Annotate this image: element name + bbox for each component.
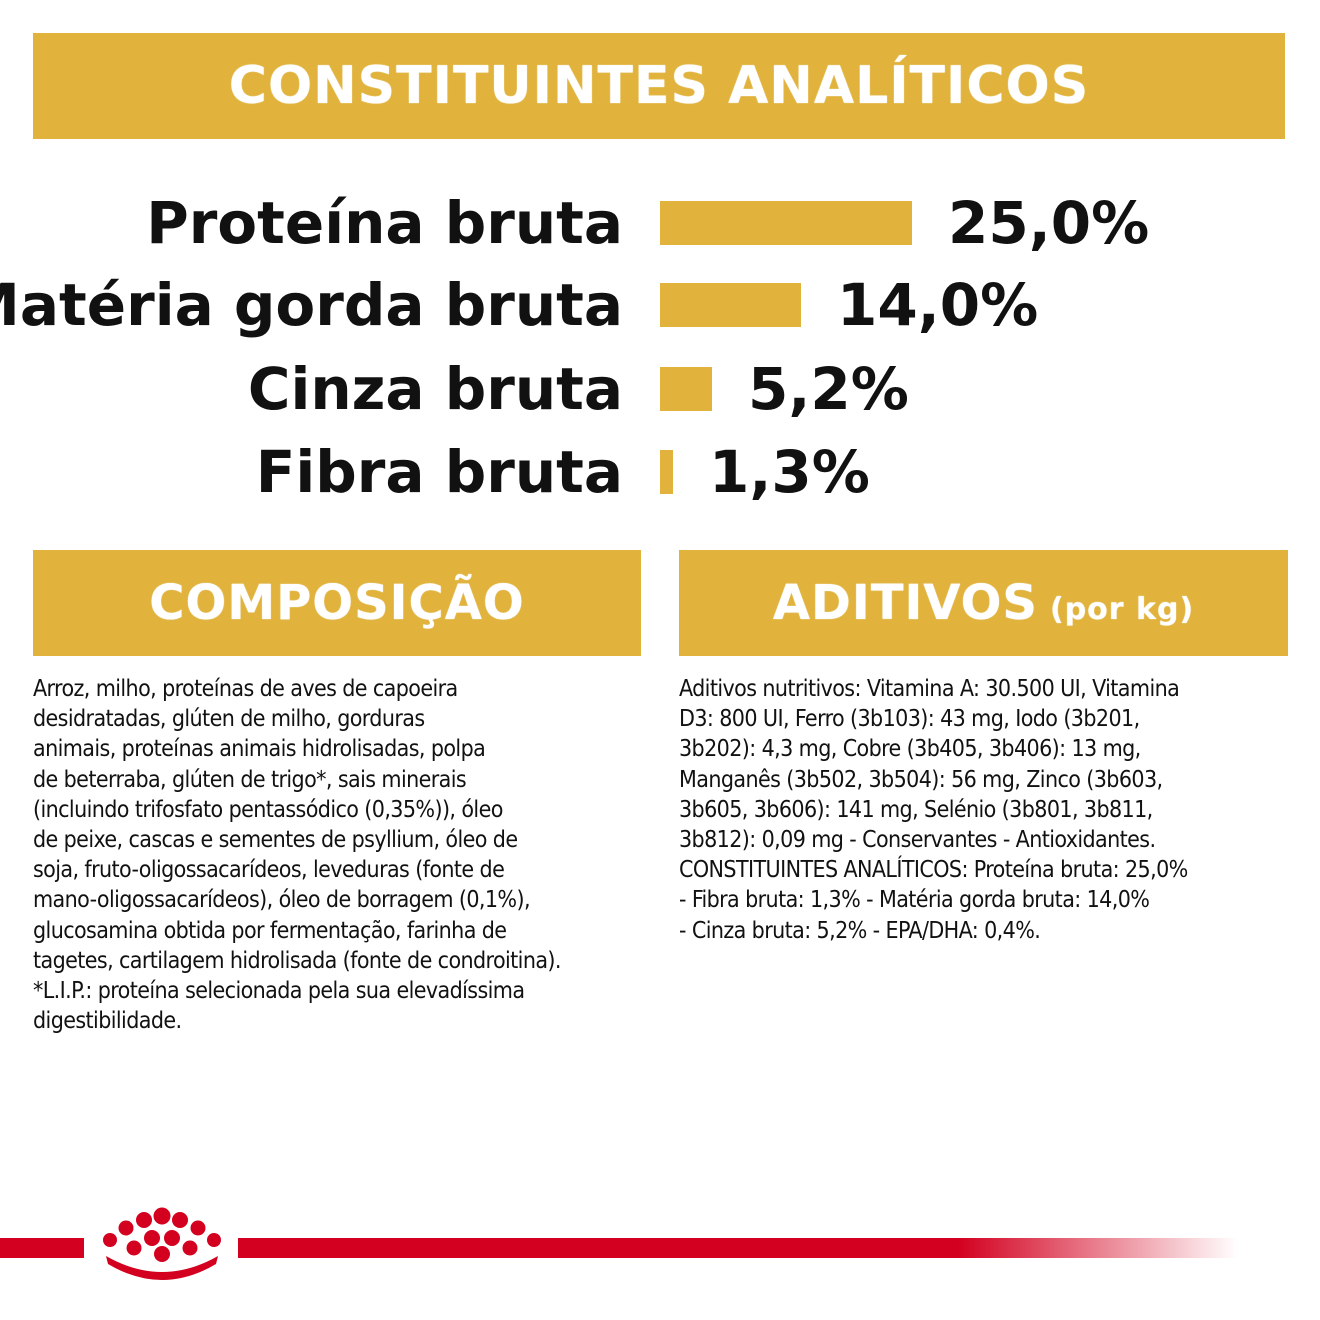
nutrient-value: 25,0% xyxy=(948,189,1150,257)
nutrient-bar xyxy=(660,283,801,327)
additives-title: ADITIVOS xyxy=(772,575,1038,631)
nutrient-row: Proteína bruta 25,0% xyxy=(0,183,1320,263)
nutrient-value: 14,0% xyxy=(837,271,1039,339)
nutrient-label: Matéria gorda bruta xyxy=(0,271,623,339)
additives-text: Aditivos nutritivos: Vitamina A: 30.500 … xyxy=(679,676,1188,944)
nutrient-bar xyxy=(660,201,912,245)
nutrient-label: Fibra bruta xyxy=(255,438,623,506)
royal-canin-crown-icon xyxy=(103,1207,221,1280)
nutrient-row: Fibra bruta 1,3% xyxy=(0,432,1320,512)
additives-banner: ADITIVOS (por kg) xyxy=(679,550,1288,656)
nutrient-row: Cinza bruta 5,2% xyxy=(0,349,1320,429)
nutrient-row: Matéria gorda bruta 14,0% xyxy=(0,265,1320,345)
nutrient-label: Cinza bruta xyxy=(247,355,623,423)
analytical-constituents-title: CONSTITUINTES ANALÍTICOS xyxy=(228,56,1090,116)
analytical-constituents-banner: CONSTITUINTES ANALÍTICOS xyxy=(33,33,1285,139)
composition-banner: COMPOSIÇÃO xyxy=(33,550,641,656)
composition-title: COMPOSIÇÃO xyxy=(149,575,525,631)
nutrient-value: 1,3% xyxy=(709,438,870,506)
brand-line-left xyxy=(0,1238,84,1258)
nutrient-label: Proteína bruta xyxy=(146,189,623,257)
nutrient-bar xyxy=(660,450,673,494)
nutrient-value: 5,2% xyxy=(748,355,909,423)
composition-text: Arroz, milho, proteínas de aves de capoe… xyxy=(33,676,561,1035)
brand-line-right xyxy=(238,1238,1238,1258)
nutrient-bar xyxy=(660,367,712,411)
additives-subtitle: (por kg) xyxy=(1049,591,1195,627)
